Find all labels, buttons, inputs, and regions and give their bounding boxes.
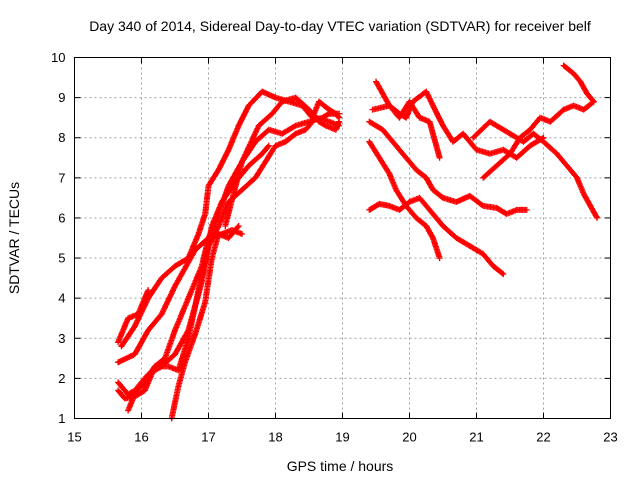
y-axis-title: SDTVAR / TECUs [6,182,22,294]
data-point-markers [125,142,272,414]
y-tick-label: 6 [58,210,65,225]
data-series [115,62,601,422]
data-point-markers [560,62,597,105]
series-track-5 [125,142,272,414]
y-tick-label: 4 [58,291,65,306]
x-tick-label: 15 [67,430,81,445]
data-point-markers [470,118,601,221]
y-tick-label: 8 [58,130,65,145]
data-point-markers [366,138,443,262]
data-point-markers [366,118,530,217]
x-tick-label: 16 [134,430,148,445]
series-track-16 [560,62,597,105]
x-axis-title: GPS time / hours [287,458,394,474]
data-point-markers [115,114,343,402]
x-tick-label: 19 [335,430,349,445]
x-tick-label: 22 [536,430,550,445]
y-tick-label: 2 [58,371,65,386]
y-tick-label: 5 [58,251,65,266]
axis-ticks [74,57,611,419]
data-point-markers [118,88,343,350]
series-track-7 [118,88,343,350]
data-point-markers [480,98,597,181]
y-tick-label: 1 [58,411,65,426]
series-track-13 [366,194,507,278]
data-point-markers [222,94,343,229]
series-track-4 [115,114,343,402]
series-track-10 [373,78,443,161]
x-tick-label: 23 [603,430,617,445]
data-point-markers [373,78,443,161]
data-point-markers [366,194,507,278]
x-tick-label: 18 [268,430,282,445]
y-tick-label: 10 [51,50,65,65]
x-tick-label: 17 [201,430,215,445]
series-track-12 [366,138,443,262]
x-tick-label: 20 [402,430,416,445]
chart-title: Day 340 of 2014, Sidereal Day-to-day VTE… [89,18,591,34]
series-track-8 [222,94,343,229]
series-track-15 [480,98,597,181]
series-track-11 [366,118,530,217]
y-tick-label: 3 [58,331,65,346]
series-track-14 [470,118,601,221]
y-tick-label: 9 [58,90,65,105]
x-tick-label: 21 [469,430,483,445]
y-tick-label: 7 [58,170,65,185]
